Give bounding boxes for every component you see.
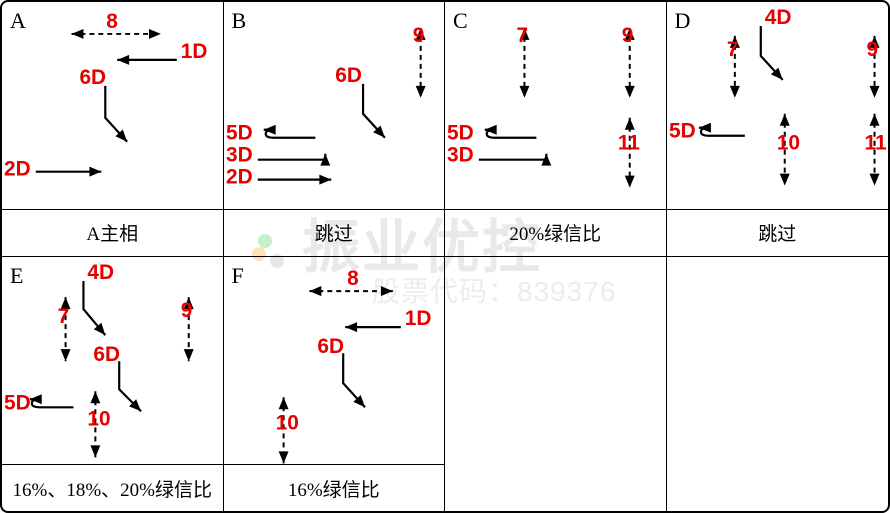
arrow-layer: 9 6D 5D3D2D <box>224 2 445 256</box>
arrowhead-icon <box>278 451 288 463</box>
arrowhead-icon <box>117 55 129 65</box>
movement-label: 5D <box>447 122 474 145</box>
arrowhead-icon <box>779 114 789 126</box>
movement-label: 5D <box>668 120 695 143</box>
movement-label: 7 <box>58 305 70 328</box>
movement-label: 11 <box>864 132 886 155</box>
arrowhead-icon <box>61 349 71 361</box>
movement-label: 2D <box>4 158 31 181</box>
arrowhead-icon <box>869 114 879 126</box>
movement-label: 3D <box>447 144 474 167</box>
arrowhead-icon <box>319 175 331 185</box>
arrowhead-icon <box>72 29 84 39</box>
movement-label: 11 <box>618 132 640 155</box>
arrow-layer: 4D 7 9 6D 5D 10 <box>2 257 223 512</box>
outer-frame: 振业优控 股票代码：839376 AA主相81D6D2DB跳过96D5D3D2D… <box>0 0 890 513</box>
arrowhead-icon <box>278 397 288 409</box>
movement-label: 9 <box>181 299 193 322</box>
movement-label: 9 <box>866 38 878 61</box>
arrowhead-icon <box>415 86 425 98</box>
movement-label: 6D <box>93 343 120 366</box>
movement-label: 9 <box>622 24 634 47</box>
movement-label: 1D <box>404 307 431 330</box>
movement-label: 3D <box>225 144 252 167</box>
movement-label: 6D <box>317 335 344 358</box>
arrowhead-icon <box>625 176 635 188</box>
movement-label: 7 <box>517 24 529 47</box>
phase-cell: AA主相81D6D2D <box>2 2 224 257</box>
arrowhead-icon <box>309 286 321 296</box>
phase-cell: B跳过96D5D3D2D <box>224 2 446 257</box>
phase-cell: C20%绿信比795D3D11 <box>445 2 667 257</box>
arrowhead-icon <box>779 174 789 186</box>
arrowhead-icon <box>184 349 194 361</box>
arrowhead-icon <box>519 86 529 98</box>
arrowhead-icon <box>869 86 879 98</box>
movement-label: 9 <box>412 24 424 47</box>
arrowhead-icon <box>869 174 879 186</box>
movement-label: 4D <box>764 6 791 29</box>
movement-label: 5D <box>225 122 252 145</box>
movement-label: 2D <box>225 166 252 189</box>
arrow-layer: 7 9 5D3D 11 <box>445 2 666 256</box>
movement-label: 1D <box>181 40 208 63</box>
vehicle-arrow <box>257 154 325 160</box>
phase-cell: D跳过4D795D1011 <box>667 2 889 257</box>
movement-label: 8 <box>106 10 118 33</box>
arrowhead-icon <box>149 29 161 39</box>
movement-label: 10 <box>776 132 799 155</box>
arrowhead-icon <box>90 445 100 457</box>
arrowhead-icon <box>345 322 357 332</box>
movement-label: 6D <box>79 66 106 89</box>
arrowhead-icon <box>90 391 100 403</box>
vehicle-arrow <box>479 154 547 160</box>
arrowhead-icon <box>625 118 635 130</box>
movement-label: 4D <box>87 260 114 283</box>
arrowhead-icon <box>89 167 101 177</box>
movement-label: 10 <box>275 411 298 434</box>
phase-cell <box>667 257 889 512</box>
movement-label: 6D <box>335 64 362 87</box>
arrowhead-icon <box>729 86 739 98</box>
phase-cell: E16%、18%、20%绿信比4D796D5D10 <box>2 257 224 512</box>
arrowhead-icon <box>380 286 392 296</box>
arrowhead-icon <box>625 86 635 98</box>
movement-label: 10 <box>87 407 110 430</box>
arrow-layer: 8 1D 6D 2D <box>2 2 223 256</box>
movement-label: 8 <box>347 266 359 289</box>
phase-cell: F16%绿信比81D6D10 <box>224 257 446 512</box>
phase-cell <box>445 257 667 512</box>
arrow-layer: 4D 7 9 5D 10 11 <box>667 2 889 256</box>
movement-label: 7 <box>726 38 738 61</box>
movement-label: 5D <box>4 391 31 414</box>
arrow-layer: 8 1D 6D 10 <box>224 257 445 512</box>
diagram-grid: AA主相81D6D2DB跳过96D5D3D2DC20%绿信比795D3D11D跳… <box>2 2 888 511</box>
